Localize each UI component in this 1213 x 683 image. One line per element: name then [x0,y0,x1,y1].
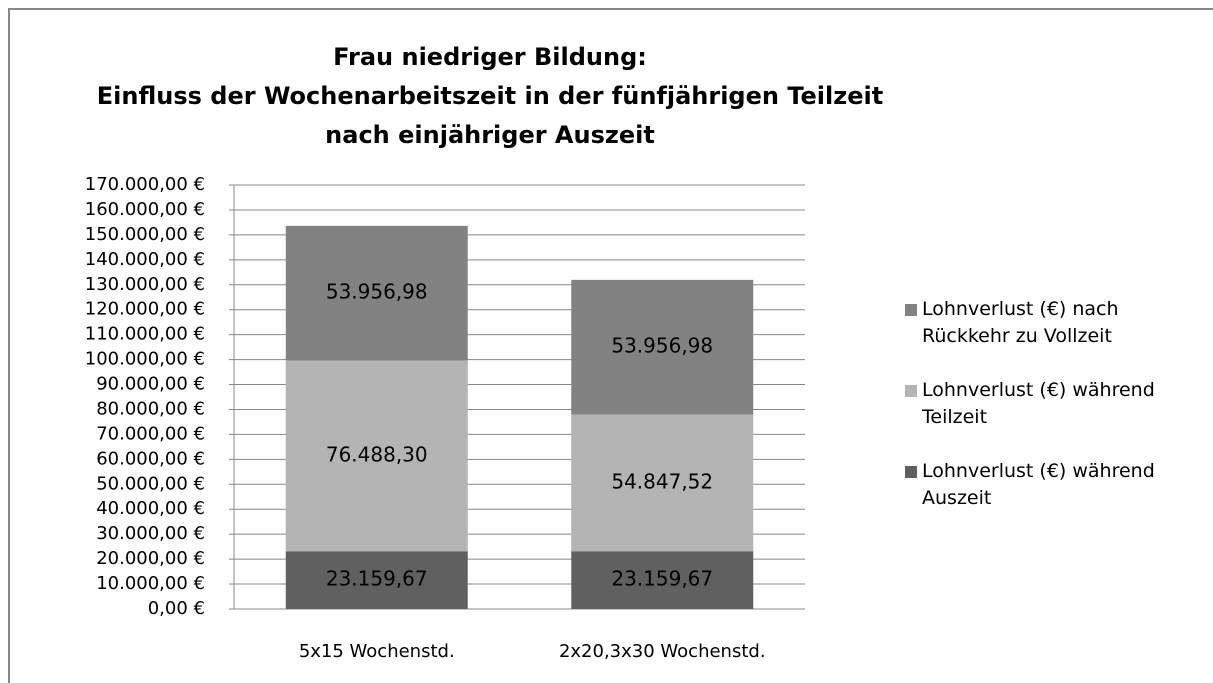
legend-swatch [905,304,917,316]
chart-title: Einfluss der Wochenarbeitszeit in der fü… [97,82,883,110]
legend-swatch [905,466,917,478]
value-label: 23.159,67 [326,567,428,591]
value-label: 53.956,98 [326,280,428,304]
x-tick-label: 2x20,3x30 Wochenstd. [559,641,766,662]
legend-label: Lohnverlust (€) während Teilzeit [922,379,1155,428]
y-tick-label: 0,00 € [148,598,205,619]
y-tick-label: 100.000,00 € [85,349,205,370]
y-tick-label: 20.000,00 € [96,548,205,569]
bar-segment [571,414,754,552]
chart-frame [8,8,1213,683]
bar-segment [285,360,468,552]
x-tick-label: 5x15 Wochenstd. [299,641,455,662]
legend: Lohnverlust (€) nach Rückkehr zu Vollzei… [905,296,1195,539]
y-tick-label: 10.000,00 € [96,573,205,594]
legend-item: Lohnverlust (€) während Auszeit [905,458,1195,512]
y-tick-label: 170.000,00 € [85,174,205,195]
value-label: 54.847,52 [611,469,713,493]
y-tick-label: 40.000,00 € [96,498,205,519]
y-tick-label: 160.000,00 € [85,199,205,220]
y-tick-label: 140.000,00 € [85,249,205,270]
y-tick-label: 110.000,00 € [85,324,205,345]
y-tick-label: 30.000,00 € [96,523,205,544]
y-tick-label: 80.000,00 € [96,398,205,419]
y-tick-label: 150.000,00 € [85,224,205,245]
y-tick-label: 90.000,00 € [96,374,205,395]
legend-label: Lohnverlust (€) nach Rückkehr zu Vollzei… [922,298,1119,347]
bar-segment [285,225,468,361]
bar-segment [571,551,754,609]
value-label: 76.488,30 [326,442,428,466]
legend-item: Lohnverlust (€) während Teilzeit [905,377,1195,431]
legend-label: Lohnverlust (€) während Auszeit [922,460,1155,509]
legend-swatch [905,385,917,397]
bar-segment [285,551,468,609]
value-label: 23.159,67 [611,567,713,591]
chart-title: Frau niedriger Bildung: [333,43,647,71]
value-label: 53.956,98 [611,334,713,358]
y-tick-label: 120.000,00 € [85,299,205,320]
bar-segment [571,279,754,415]
y-tick-label: 60.000,00 € [96,448,205,469]
y-tick-label: 70.000,00 € [96,423,205,444]
y-tick-label: 50.000,00 € [96,473,205,494]
y-tick-label: 130.000,00 € [85,274,205,295]
legend-item: Lohnverlust (€) nach Rückkehr zu Vollzei… [905,296,1195,350]
chart-title: nach einjähriger Auszeit [325,121,655,149]
